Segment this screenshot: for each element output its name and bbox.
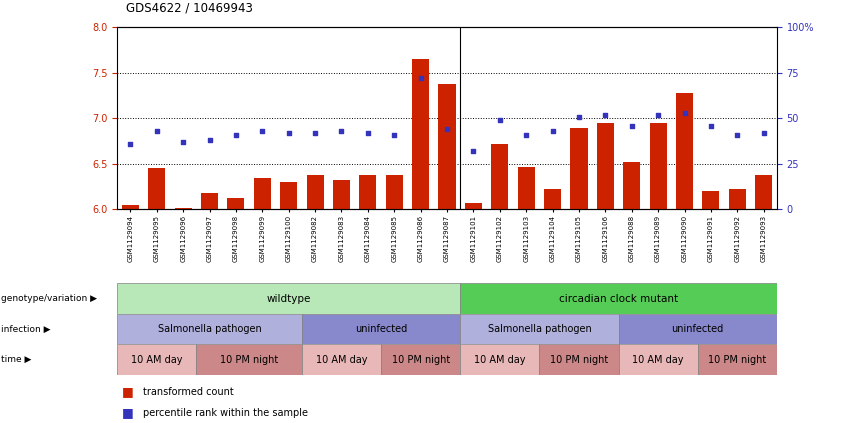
Bar (465, 203, 482, 209)
Bar (385, 175, 403, 209)
Bar (302, 344, 381, 375)
Point (704, 122, 718, 129)
Bar (412, 59, 429, 209)
Text: wildtype: wildtype (266, 294, 311, 304)
Bar (117, 344, 196, 375)
Bar (676, 93, 693, 209)
Point (519, 132, 533, 138)
Text: 10 AM day: 10 AM day (474, 354, 525, 365)
Text: Salmonella pathogen: Salmonella pathogen (488, 324, 591, 334)
Point (730, 132, 744, 138)
Bar (623, 162, 641, 209)
Text: genotype/variation ▶: genotype/variation ▶ (1, 294, 97, 303)
Text: uninfected: uninfected (672, 324, 724, 334)
Point (546, 128, 560, 135)
Text: ■: ■ (122, 407, 134, 419)
Text: circadian clock mutant: circadian clock mutant (559, 294, 678, 304)
Text: ■: ■ (122, 385, 134, 398)
Bar (619, 344, 698, 375)
Bar (517, 167, 535, 209)
Point (361, 129, 375, 136)
Text: Salmonella pathogen: Salmonella pathogen (158, 324, 261, 334)
Text: 10 PM night: 10 PM night (708, 354, 766, 365)
Bar (306, 175, 324, 209)
Bar (729, 190, 746, 209)
Point (625, 122, 639, 129)
Text: 10 PM night: 10 PM night (220, 354, 279, 365)
Bar (539, 344, 619, 375)
Text: 10 AM day: 10 AM day (633, 354, 684, 365)
Point (414, 75, 428, 82)
Text: transformed count: transformed count (143, 387, 234, 397)
Bar (698, 344, 777, 375)
Bar (201, 193, 218, 209)
Text: uninfected: uninfected (355, 324, 407, 334)
Text: 10 PM night: 10 PM night (549, 354, 608, 365)
Bar (702, 191, 720, 209)
Bar (570, 128, 588, 209)
Bar (117, 314, 302, 344)
Bar (460, 283, 777, 314)
Point (255, 128, 269, 135)
Bar (544, 190, 561, 209)
Bar (755, 175, 773, 209)
Point (176, 139, 190, 146)
Bar (148, 168, 165, 209)
Bar (649, 123, 667, 209)
Text: time ▶: time ▶ (1, 355, 31, 364)
Bar (381, 344, 460, 375)
Bar (619, 314, 777, 344)
Point (440, 126, 454, 133)
Point (202, 137, 216, 144)
Text: 10 PM night: 10 PM night (391, 354, 450, 365)
Point (678, 110, 692, 116)
Bar (460, 344, 539, 375)
Text: 10 AM day: 10 AM day (131, 354, 182, 365)
Point (651, 111, 665, 118)
Bar (302, 314, 460, 344)
Text: GDS4622 / 10469943: GDS4622 / 10469943 (126, 2, 253, 15)
Text: percentile rank within the sample: percentile rank within the sample (143, 408, 308, 418)
Point (123, 140, 137, 147)
Bar (174, 208, 192, 209)
Point (757, 129, 771, 136)
Bar (438, 84, 456, 209)
Text: 10 AM day: 10 AM day (316, 354, 367, 365)
Bar (333, 180, 350, 209)
Text: infection ▶: infection ▶ (1, 324, 50, 334)
Point (308, 129, 322, 136)
Point (466, 148, 480, 154)
Point (229, 132, 243, 138)
Point (150, 128, 164, 135)
Point (334, 128, 348, 135)
Bar (196, 344, 302, 375)
Point (493, 117, 507, 124)
Point (572, 113, 586, 120)
Bar (227, 198, 245, 209)
Bar (122, 205, 139, 209)
Bar (460, 314, 619, 344)
Point (282, 129, 296, 136)
Bar (597, 123, 614, 209)
Bar (491, 144, 509, 209)
Point (598, 111, 612, 118)
Point (387, 132, 401, 138)
Bar (359, 175, 377, 209)
Bar (253, 178, 271, 209)
Bar (117, 283, 460, 314)
Bar (280, 182, 297, 209)
